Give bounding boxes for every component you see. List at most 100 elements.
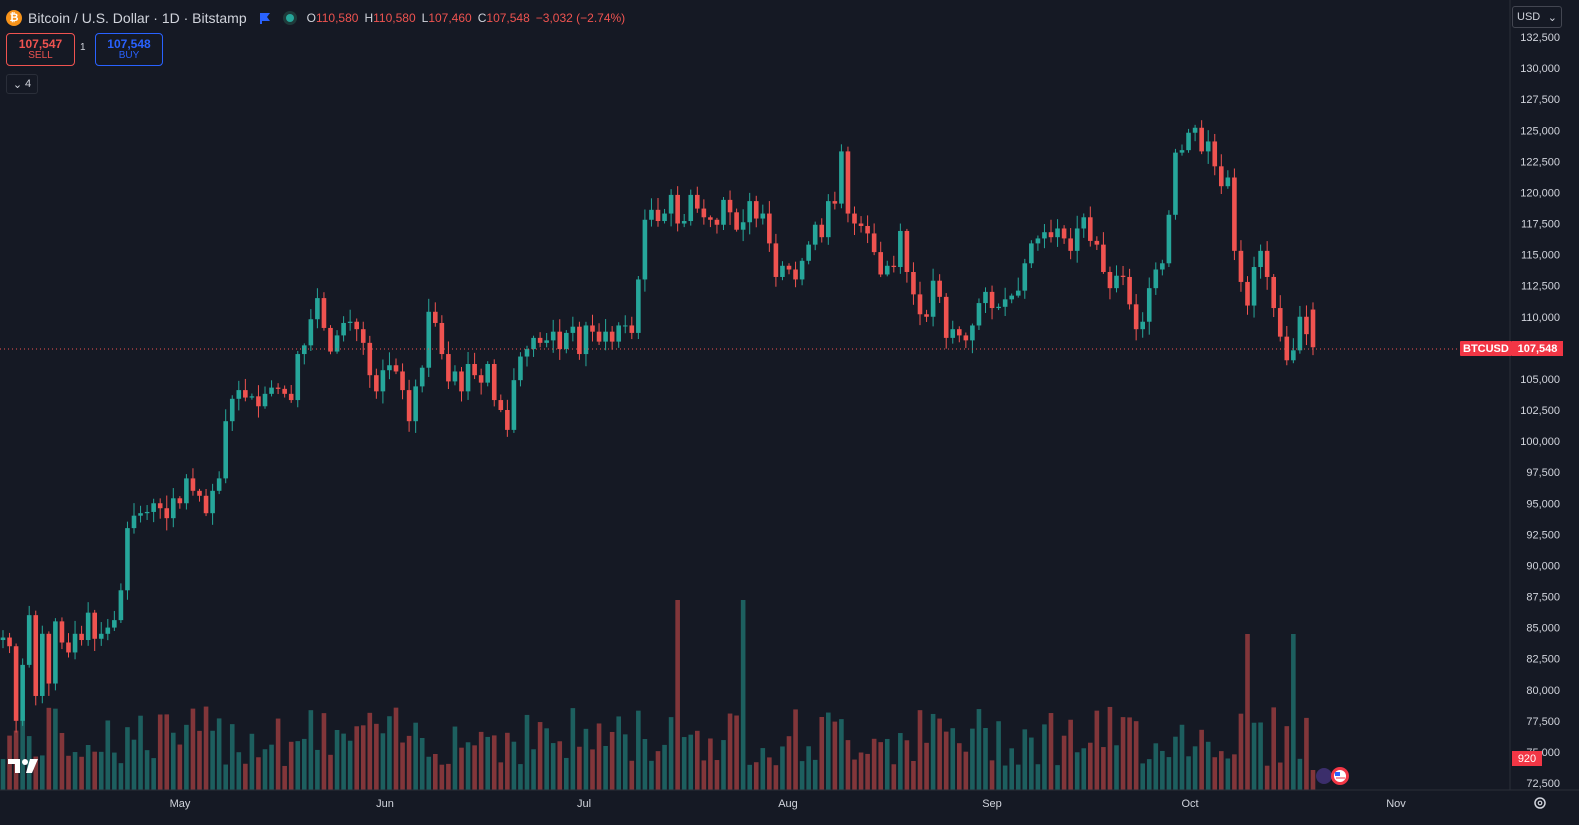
volume-bar xyxy=(550,743,556,790)
volume-bar xyxy=(655,751,661,790)
candle-body xyxy=(1068,238,1073,251)
candle-body xyxy=(970,325,975,341)
candle-body xyxy=(662,213,667,222)
volume-bar xyxy=(531,749,536,790)
candle-body xyxy=(1192,127,1198,133)
buy-button[interactable]: 107,548 BUY xyxy=(95,33,163,66)
candle-body xyxy=(92,612,97,639)
chevron-down-icon: ⌄ xyxy=(12,78,23,91)
candle-body xyxy=(1153,269,1159,289)
candle-body xyxy=(1251,267,1257,306)
candle-body xyxy=(1094,240,1100,245)
indicators-toggle[interactable]: ⌄ 4 xyxy=(6,74,38,94)
candle-body xyxy=(583,325,589,355)
candle-body xyxy=(13,646,19,721)
economic-event-icon[interactable] xyxy=(1310,766,1354,786)
candle-body xyxy=(164,508,170,519)
candle-body xyxy=(1291,350,1296,361)
candle-body xyxy=(33,615,39,696)
volume-bar xyxy=(491,735,497,790)
volume-bar xyxy=(433,753,438,790)
volume-bar xyxy=(734,715,739,790)
volume-bar xyxy=(963,751,969,790)
volume-bar xyxy=(924,742,929,790)
price-tick-label: 100,000 xyxy=(1520,436,1560,448)
candle-body xyxy=(1186,132,1191,151)
volume-bar xyxy=(0,759,6,790)
candle-body xyxy=(151,503,156,512)
settings-icon[interactable] xyxy=(1532,795,1548,811)
candle-body xyxy=(1212,141,1218,167)
symbol-title[interactable]: Bitcoin / U.S. Dollar · 1D · Bitstamp xyxy=(28,10,247,26)
sell-button[interactable]: 107,547 SELL xyxy=(6,33,75,66)
candle-body xyxy=(786,265,792,270)
currency-label: USD xyxy=(1517,11,1541,23)
volume-bar xyxy=(1153,743,1159,790)
symbol-header[interactable]: ₿ Bitcoin / U.S. Dollar · 1D · Bitstamp … xyxy=(6,8,625,28)
currency-select[interactable]: USD ⌄ xyxy=(1512,6,1562,28)
volume-bar xyxy=(367,712,373,790)
volume-bar xyxy=(570,708,576,790)
volume-bar xyxy=(1245,634,1250,790)
volume-bar xyxy=(184,724,189,790)
candle-body xyxy=(812,224,818,245)
candle-body xyxy=(1160,263,1165,270)
candle-body xyxy=(478,375,484,383)
price-tick-label: 80,000 xyxy=(1526,685,1560,697)
candle-body xyxy=(197,490,202,496)
volume-bar xyxy=(164,714,170,790)
volume-bar xyxy=(871,738,877,790)
candle-body xyxy=(446,354,451,382)
candle-body xyxy=(996,306,1001,309)
candle-body xyxy=(793,269,798,280)
candle-body xyxy=(1029,243,1034,264)
volume-bar xyxy=(380,733,386,790)
volume-bar xyxy=(334,729,340,790)
volume-bar xyxy=(308,710,314,790)
market-status-icon[interactable] xyxy=(282,11,297,25)
volume-bar xyxy=(498,762,504,790)
candle-body xyxy=(210,490,215,514)
volume-bar xyxy=(505,732,510,790)
time-tick-label: May xyxy=(170,798,191,810)
candle-body xyxy=(1035,238,1041,244)
volume-bar xyxy=(786,736,792,790)
candle-body xyxy=(564,332,569,350)
volume-bar xyxy=(1160,750,1165,790)
candle-body xyxy=(295,354,301,401)
volume-bar xyxy=(826,712,831,790)
time-axis[interactable]: May Jun Jul Aug Sep Oct Nov xyxy=(170,798,1407,810)
volume-bar xyxy=(681,737,687,790)
candle-body xyxy=(1258,250,1263,268)
volume-bar xyxy=(439,764,445,790)
candle-body xyxy=(393,365,399,372)
flag-icon[interactable] xyxy=(259,12,271,24)
price-axis[interactable]: 132,500 130,000 127,500 125,000 122,500 120,0… xyxy=(1520,32,1560,790)
volume-bar xyxy=(1219,751,1224,790)
candle-body xyxy=(839,151,844,204)
candle-body xyxy=(40,633,45,696)
volume-bar xyxy=(1107,706,1113,790)
volume-bar xyxy=(1127,717,1132,790)
candle-body xyxy=(1205,141,1211,152)
price-tick-label: 105,000 xyxy=(1520,374,1560,386)
volume-bar xyxy=(1186,756,1191,790)
candle-body xyxy=(190,478,196,491)
volume-bar xyxy=(721,740,726,790)
candle-body xyxy=(387,365,392,371)
tradingview-logo-icon[interactable] xyxy=(8,758,40,779)
volume-bar xyxy=(1173,736,1178,790)
order-quantity[interactable]: 1 xyxy=(80,42,86,53)
volume-bar xyxy=(1068,719,1073,790)
candle-body xyxy=(904,230,910,272)
volume-bar xyxy=(989,760,995,790)
volume-bar xyxy=(157,714,163,790)
candle-body xyxy=(1074,228,1080,251)
volume-bar xyxy=(210,730,215,790)
volume-bar xyxy=(904,740,910,790)
volume-bar xyxy=(708,738,713,790)
volume-bar xyxy=(203,706,209,790)
candle-body xyxy=(1042,232,1047,239)
candle-body xyxy=(1107,271,1113,289)
